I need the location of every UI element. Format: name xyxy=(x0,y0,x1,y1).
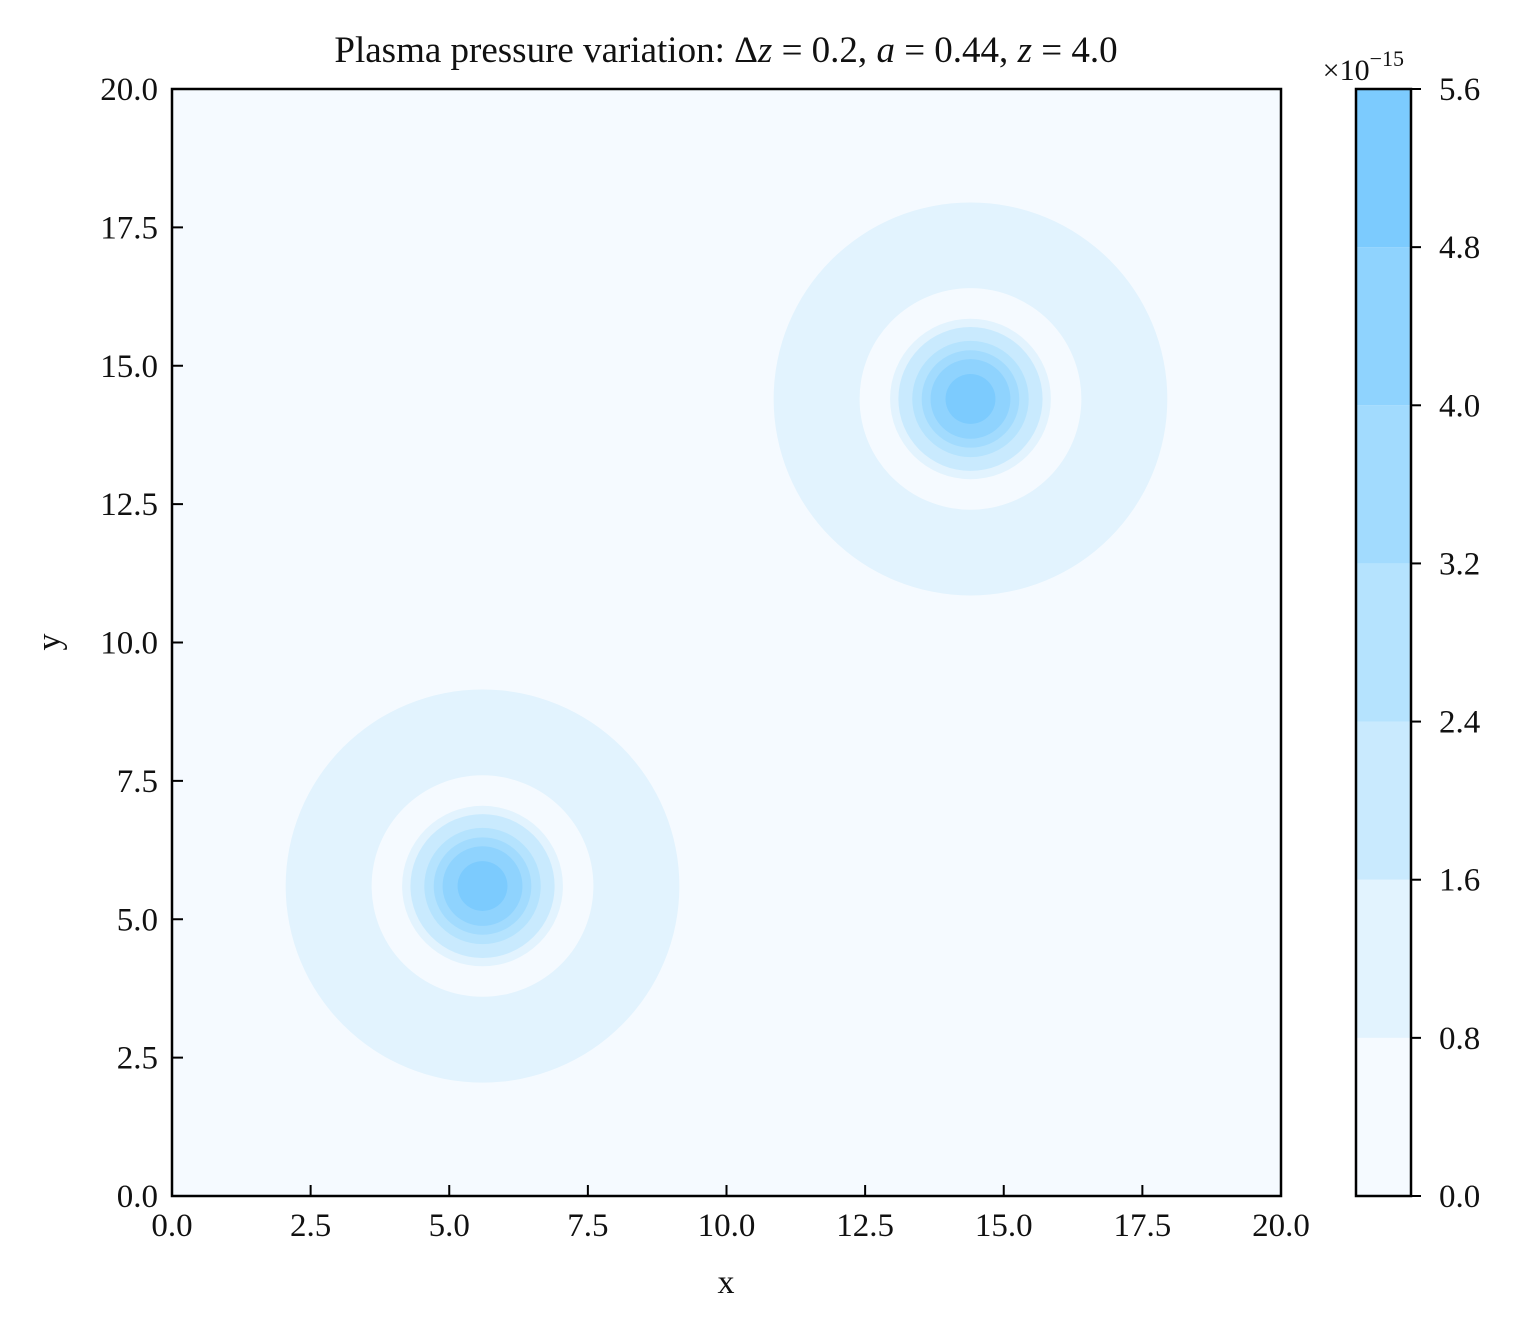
y-tick-label: 2.5 xyxy=(117,1041,158,1077)
x-tick-label: 12.5 xyxy=(836,1208,894,1244)
colorbar-tick-label: 3.2 xyxy=(1439,546,1480,582)
x-tick-label: 10.0 xyxy=(698,1208,756,1244)
title-part: z xyxy=(757,30,772,71)
contour-source-upper-right xyxy=(773,202,1168,596)
colorbar-tick-label: 1.6 xyxy=(1439,863,1480,899)
y-tick-label: 17.5 xyxy=(100,210,158,246)
colorbar-band xyxy=(1356,721,1411,880)
plot-background xyxy=(172,89,1281,1196)
colorbar-tick-label: 0.0 xyxy=(1439,1179,1480,1215)
y-tick-label: 0.0 xyxy=(117,1179,158,1215)
y-tick-label: 20.0 xyxy=(100,72,158,108)
title-part: = 0.2, xyxy=(772,30,876,71)
y-axis-label: y xyxy=(31,634,68,651)
x-axis-label: x xyxy=(718,1264,735,1301)
x-tick-label: 5.0 xyxy=(429,1208,470,1244)
colorbar-band xyxy=(1356,563,1411,722)
colorbar-tick-label: 0.8 xyxy=(1439,1021,1480,1057)
colorbar-tick-label: 2.4 xyxy=(1439,705,1480,741)
colorbar-tick-label: 4.8 xyxy=(1439,230,1480,266)
x-tick-label: 0.0 xyxy=(151,1208,192,1244)
colorbar-band xyxy=(1356,247,1411,406)
colorbar-band xyxy=(1356,879,1411,1038)
colorbar-multiplier-exponent: −15 xyxy=(1370,46,1404,71)
y-tick-label: 15.0 xyxy=(100,349,158,385)
y-axis: 0.0 2.5 5.0 7.5 10.0 12.5 15.0 17.5 20.0 xyxy=(100,72,183,1215)
title-part: = 4.0 xyxy=(1032,30,1118,71)
x-tick-label: 7.5 xyxy=(567,1208,608,1244)
colorbar-band xyxy=(1356,405,1411,564)
colorbar-multiplier: ×10−15 xyxy=(1323,46,1404,87)
plot-area xyxy=(170,87,1283,1198)
title-part: = 0.44, xyxy=(895,30,1018,71)
y-tick-label: 5.0 xyxy=(117,902,158,938)
colorbar-multiplier-base: ×10 xyxy=(1323,54,1370,87)
title-part: Plasma pressure variation: Δ xyxy=(334,30,758,71)
colorbar-tick-label: 5.6 xyxy=(1439,72,1480,108)
y-tick-label: 12.5 xyxy=(100,487,158,523)
contour-ring xyxy=(773,202,1168,596)
chart-title: Plasma pressure variation: Δz = 0.2, a =… xyxy=(334,30,1117,71)
title-part: z xyxy=(1017,30,1032,71)
contour-disc xyxy=(457,861,508,911)
colorbar-frame xyxy=(1354,87,1413,1198)
y-tick-label: 10.0 xyxy=(100,626,158,662)
contour-ring xyxy=(285,689,680,1083)
contour-disc xyxy=(945,374,996,424)
colorbar-band xyxy=(1356,89,1411,248)
x-tick-label: 20.0 xyxy=(1252,1208,1310,1244)
colorbar: 0.0 0.8 1.6 2.4 3.2 4.0 4.8 5.6 xyxy=(1354,72,1480,1215)
contour-source-lower-left xyxy=(285,689,680,1083)
y-tick-label: 7.5 xyxy=(117,764,158,800)
x-tick-label: 2.5 xyxy=(290,1208,331,1244)
colorbar-tick-label: 4.0 xyxy=(1439,388,1480,424)
title-part: a xyxy=(876,30,895,71)
colorbar-band xyxy=(1356,1037,1411,1196)
x-tick-label: 17.5 xyxy=(1114,1208,1172,1244)
x-tick-label: 15.0 xyxy=(975,1208,1033,1244)
x-axis: 0.0 2.5 5.0 7.5 10.0 12.5 15.0 17.5 20.0 xyxy=(151,1185,1310,1244)
